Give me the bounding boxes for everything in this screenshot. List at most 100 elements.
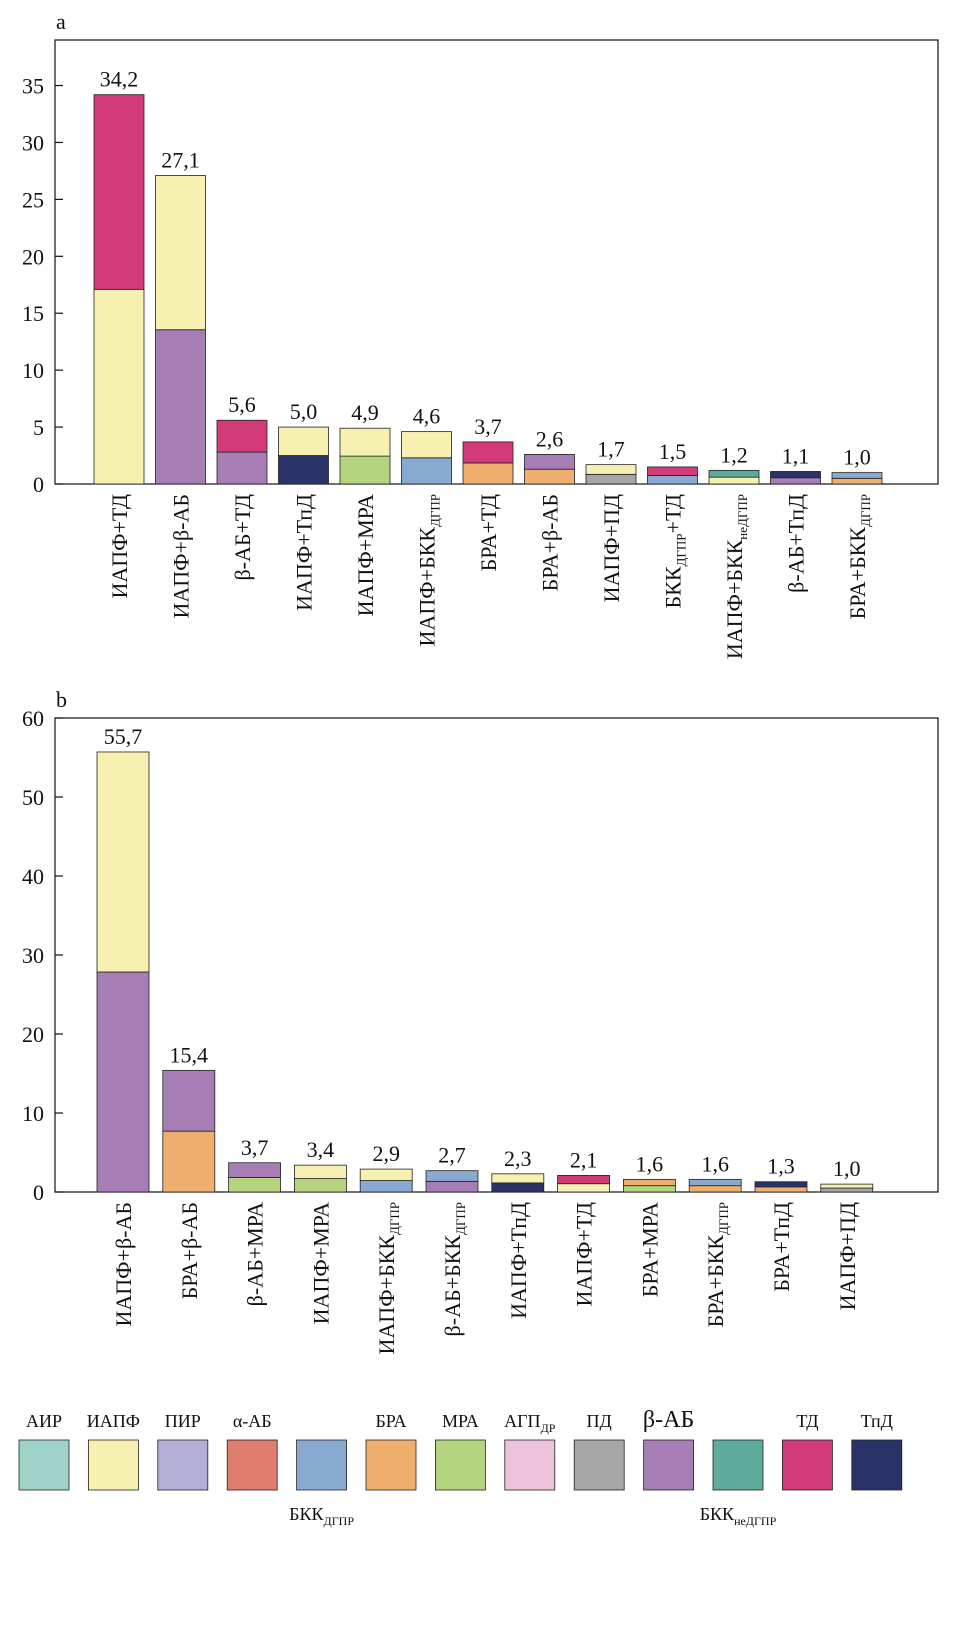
legend-label: АИР — [26, 1411, 62, 1431]
bar-value-label: 27,1 — [161, 147, 200, 172]
y-tick-label: 30 — [22, 943, 44, 968]
bar-value-label: 15,4 — [170, 1042, 209, 1067]
y-tick-label: 40 — [22, 864, 44, 889]
bar-segment — [585, 473, 637, 485]
legend-label: АГПДР — [504, 1411, 556, 1435]
category-label: БРА+β-АБ — [177, 1202, 202, 1299]
bar-segment — [359, 1168, 413, 1181]
bar-segment — [93, 94, 145, 290]
bar-segment — [491, 1182, 545, 1193]
bar-segment — [754, 1181, 808, 1188]
bar-segment — [647, 475, 698, 485]
bar-segment — [688, 1178, 742, 1187]
category-label: БРА+ТпД — [769, 1202, 794, 1292]
legend-swatch — [573, 1439, 625, 1491]
category-label: ИАПФ+МРА — [353, 494, 378, 616]
legend-label: ПД — [587, 1411, 612, 1431]
category-label: ИАПФ+МРА — [308, 1202, 333, 1324]
bar-segment — [293, 1164, 347, 1179]
bar-segment — [688, 1185, 742, 1193]
category-label: ИАПФ+ТпД — [506, 1202, 531, 1319]
y-tick-label: 30 — [22, 130, 44, 155]
category-label: БРА+ТД — [476, 494, 501, 571]
bar-segment — [216, 419, 268, 453]
bar-segment — [162, 1130, 216, 1193]
bar-segment — [585, 464, 637, 475]
bar-segment — [820, 1187, 874, 1193]
bar-value-label: 3,7 — [241, 1135, 269, 1160]
bar-segment — [820, 1183, 874, 1189]
legend-swatch — [88, 1439, 139, 1491]
category-label: ИАПФ+ТпД — [292, 494, 317, 611]
bar-segment — [155, 329, 206, 485]
legend-label: ТД — [796, 1411, 818, 1431]
y-tick-label: 25 — [22, 187, 44, 212]
bar-segment — [770, 471, 821, 479]
bar-value-label: 1,6 — [701, 1151, 729, 1176]
y-tick-label: 35 — [22, 74, 44, 99]
y-tick-label: 10 — [22, 358, 44, 383]
bar-segment — [228, 1162, 282, 1178]
legend-label: ПИР — [165, 1411, 201, 1431]
bar-segment — [462, 462, 514, 485]
bar-segment — [708, 476, 760, 485]
bar-segment — [623, 1185, 676, 1193]
bar-segment — [770, 477, 821, 485]
bar-segment — [557, 1183, 610, 1193]
category-label: β-АБ+БККДГПР — [440, 1202, 468, 1336]
bar-value-label: 2,6 — [536, 426, 564, 451]
bar-value-label: 1,7 — [597, 437, 625, 462]
bar-segment — [708, 469, 760, 478]
bar-segment — [155, 175, 206, 331]
legend-swatch — [296, 1439, 348, 1491]
bar-segment — [831, 477, 883, 485]
bar-value-label: 1,6 — [636, 1151, 664, 1176]
y-tick-label: 60 — [22, 706, 44, 731]
bar-value-label: 4,9 — [351, 400, 379, 425]
bar-value-label: 34,2 — [100, 67, 139, 92]
bar-segment — [623, 1178, 676, 1187]
bar-segment — [401, 457, 452, 485]
bar-value-label: 1,0 — [833, 1156, 861, 1181]
legend: АИР ИАПФ ПИР α-АБ БККДГПР БРА МРА АГПДР ПД β-АБ БК… — [18, 1407, 903, 1528]
bar-segment — [831, 472, 883, 479]
bar-segment — [293, 1178, 347, 1193]
bar-value-label: 2,9 — [372, 1141, 400, 1166]
y-tick-label: 0 — [33, 1180, 44, 1205]
y-tick-label: 5 — [33, 415, 44, 440]
bar-value-label: 3,7 — [474, 414, 502, 439]
bar-value-label: 5,6 — [228, 392, 256, 417]
bar-segment — [557, 1175, 610, 1185]
category-label: БРА+БККДГПР — [845, 494, 873, 619]
bar-segment — [93, 288, 145, 485]
bar-segment — [278, 426, 329, 456]
legend-label: БККДГПР — [289, 1504, 354, 1528]
bar-value-label: 4,6 — [413, 404, 441, 429]
bar-segment — [278, 455, 329, 485]
bar-segment — [96, 971, 150, 1193]
bar-segment — [425, 1180, 479, 1193]
legend-swatch — [365, 1439, 417, 1491]
panel-label: a — [56, 9, 66, 34]
bar-value-label: 2,1 — [570, 1147, 598, 1172]
legend-swatch — [157, 1439, 209, 1491]
y-tick-label: 10 — [22, 1101, 44, 1126]
legend-swatch — [226, 1439, 278, 1491]
legend-swatch — [851, 1439, 903, 1491]
bar-value-label: 1,2 — [720, 442, 748, 467]
category-label: ИАПФ+β-АБ — [111, 1202, 136, 1327]
legend-label: α-АБ — [233, 1411, 272, 1431]
legend-label: БРА — [375, 1411, 406, 1431]
category-label: БРА+β-АБ — [538, 494, 563, 591]
legend-swatch — [643, 1439, 694, 1491]
bar-segment — [339, 427, 391, 457]
chart-panel-b: b 0 10 20 30 40 50 60 55,7 ИАПФ+β-АБ 15,4 БРА+β-АБ 3… — [22, 687, 939, 1354]
chart-panel-a: a 0 5 10 15 20 25 30 35 34,2 ИАПФ+ТД 27,1 ИАПФ+β-АБ 5… — [22, 9, 939, 659]
bar-segment — [401, 431, 452, 459]
bar-segment — [524, 468, 575, 485]
legend-label: МРА — [442, 1411, 479, 1431]
bar-value-label: 3,4 — [307, 1137, 335, 1162]
bar-value-label: 2,7 — [438, 1143, 466, 1168]
y-tick-label: 20 — [22, 1022, 44, 1047]
